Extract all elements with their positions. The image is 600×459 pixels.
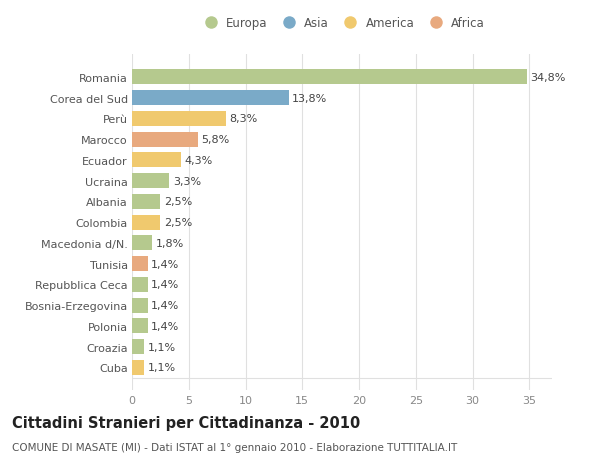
- Text: 4,3%: 4,3%: [184, 156, 212, 166]
- Bar: [132, 277, 148, 292]
- Bar: [132, 174, 169, 189]
- Bar: [132, 257, 148, 271]
- Text: Cittadini Stranieri per Cittadinanza - 2010: Cittadini Stranieri per Cittadinanza - 2…: [12, 415, 360, 431]
- Text: 1,4%: 1,4%: [151, 300, 179, 310]
- Bar: [132, 195, 160, 209]
- Text: 1,4%: 1,4%: [151, 259, 179, 269]
- Bar: [132, 298, 148, 313]
- Text: 5,8%: 5,8%: [201, 135, 229, 145]
- Text: 1,4%: 1,4%: [151, 280, 179, 290]
- Text: 34,8%: 34,8%: [530, 73, 566, 83]
- Text: 2,5%: 2,5%: [164, 197, 192, 207]
- Bar: [132, 91, 289, 106]
- Text: 1,1%: 1,1%: [148, 363, 176, 372]
- Bar: [132, 339, 145, 354]
- Bar: [132, 215, 160, 230]
- Text: 1,1%: 1,1%: [148, 342, 176, 352]
- Bar: [132, 360, 145, 375]
- Legend: Europa, Asia, America, Africa: Europa, Asia, America, Africa: [199, 17, 485, 30]
- Text: 13,8%: 13,8%: [292, 94, 328, 103]
- Text: 3,3%: 3,3%: [173, 176, 201, 186]
- Bar: [132, 236, 152, 251]
- Bar: [132, 112, 226, 127]
- Text: 2,5%: 2,5%: [164, 218, 192, 228]
- Text: COMUNE DI MASATE (MI) - Dati ISTAT al 1° gennaio 2010 - Elaborazione TUTTITALIA.: COMUNE DI MASATE (MI) - Dati ISTAT al 1°…: [12, 442, 457, 452]
- Bar: [132, 319, 148, 334]
- Bar: [132, 132, 198, 147]
- Bar: [132, 153, 181, 168]
- Bar: [132, 70, 527, 85]
- Text: 1,8%: 1,8%: [156, 238, 184, 248]
- Text: 1,4%: 1,4%: [151, 321, 179, 331]
- Text: 8,3%: 8,3%: [230, 114, 258, 124]
